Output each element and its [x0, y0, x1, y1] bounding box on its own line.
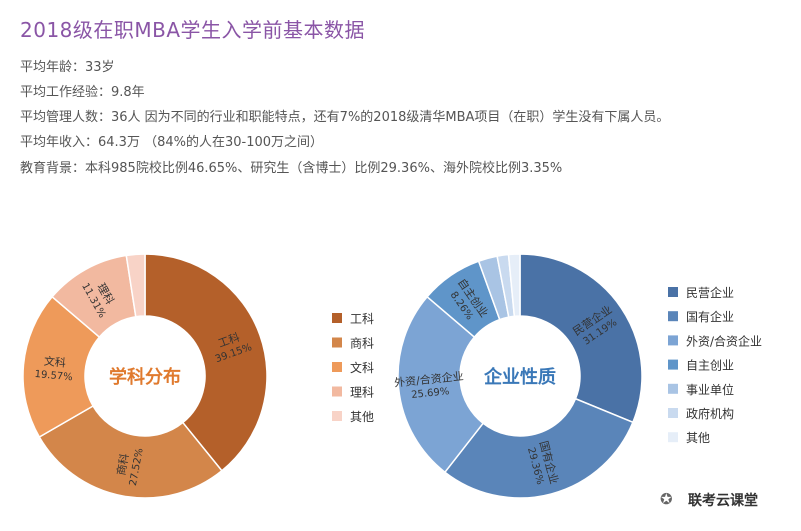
chart2-slice-2: [397, 295, 485, 474]
chart1-slice-0: [144, 253, 268, 472]
stat-age: 平均年龄：33岁: [20, 60, 115, 75]
chart1-center-title: 学科分布: [109, 366, 181, 388]
chart2-legend-label-5: 政府机构: [686, 406, 734, 421]
chart2-center-title: 企业性质: [483, 366, 556, 388]
stat-income: 平均年收入：64.3万 （84%的人在30-100万之间）: [20, 135, 324, 150]
chart2-slice-6: [507, 253, 521, 318]
chart2-legend-swatch-6: [668, 432, 678, 443]
chart1-legend-swatch-4: [332, 411, 342, 421]
chart2-legend-label-1: 国有企业: [686, 309, 734, 324]
chart1-legend-label-3: 理科: [350, 386, 374, 400]
chart2-slice-0: [519, 253, 643, 424]
chart1-slice-label-1: 商科: [114, 452, 132, 476]
chart1-slice-label-2: 文科: [43, 354, 66, 370]
wechat-icon: ✪: [660, 490, 673, 508]
chart1-legend-label-2: 文科: [350, 360, 374, 375]
chart2-value-label-2: 25.69%: [411, 386, 450, 401]
stat-education: 教育背景：本科985院校比例46.65%、研究生（含博士）比例29.36%、海外…: [20, 161, 563, 176]
chart1-legend-label-1: 商科: [350, 336, 374, 351]
chart2-legend-swatch-3: [668, 359, 678, 370]
chart2-legend-label-2: 外资/合资企业: [686, 333, 762, 348]
chart2-legend-label-3: 自主创业: [686, 359, 734, 373]
chart2-legend-label-4: 事业单位: [686, 382, 734, 397]
chart2-legend-swatch-1: [668, 311, 678, 322]
chart1-legend-swatch-3: [332, 386, 342, 397]
page-title: 2018级在职MBA学生入学前基本数据: [20, 18, 366, 42]
watermark-text: 联考云课堂: [688, 493, 758, 509]
chart1-legend-swatch-2: [332, 362, 342, 372]
chart1-legend-swatch-1: [332, 337, 342, 348]
chart1-legend-label-0: 工科: [350, 312, 374, 326]
chart2-legend-swatch-5: [668, 408, 678, 418]
chart1-slice-1: [38, 404, 223, 499]
chart2-legend-label-6: 其他: [686, 431, 710, 445]
stat-work-experience: 平均工作经验：9.8年: [20, 85, 145, 100]
chart2-legend-swatch-2: [668, 335, 678, 346]
stat-managed-people: 平均管理人数：36人 因为不同的行业和职能特点，还有7%的2018级清华MBA项…: [20, 110, 670, 125]
chart2-legend-label-0: 民营企业: [686, 285, 734, 300]
chart2-slice-1: [443, 397, 634, 499]
chart1-value-label-2: 19.57%: [34, 369, 73, 383]
chart1-legend-swatch-0: [332, 313, 342, 323]
chart2-legend-swatch-0: [668, 287, 678, 297]
chart1-legend-label-4: 其他: [350, 410, 374, 424]
chart1-slice-4: [125, 253, 146, 318]
chart1-slice-2: [22, 295, 101, 439]
chart2-legend-swatch-4: [668, 383, 678, 394]
chart1-slice-label-0: 工科: [216, 330, 241, 351]
